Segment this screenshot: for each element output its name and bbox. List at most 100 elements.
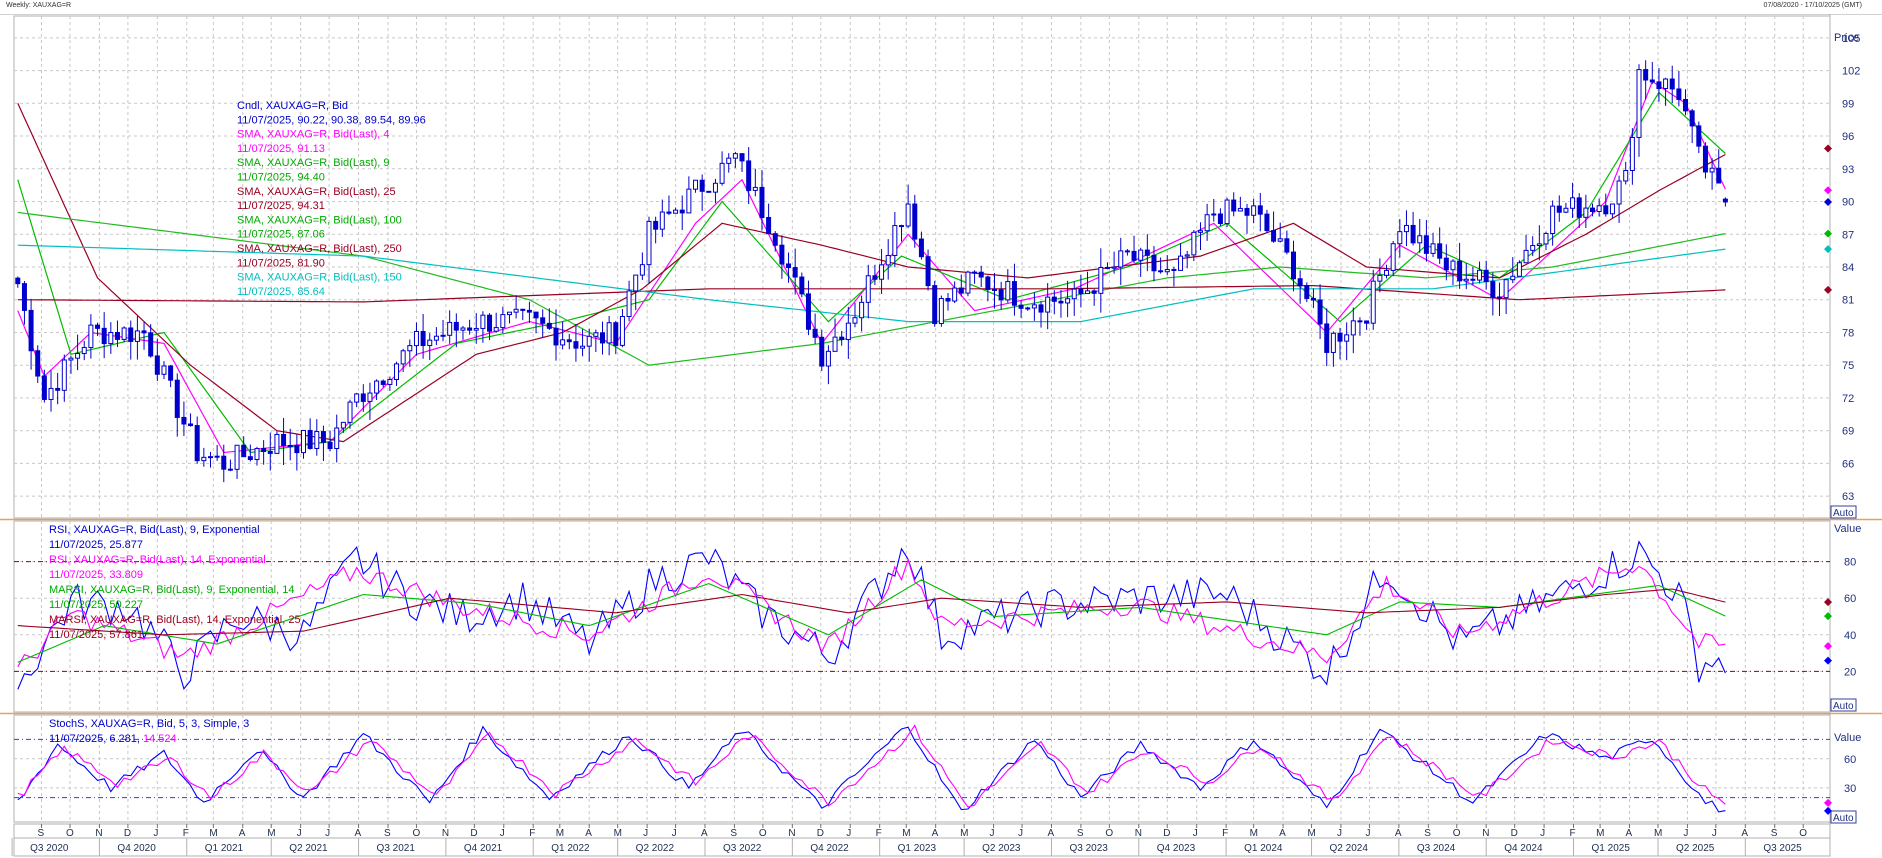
candle-body <box>1410 224 1416 244</box>
candle-body <box>1490 281 1496 298</box>
candle <box>433 327 439 346</box>
candle-body <box>885 255 891 266</box>
candle <box>1669 65 1675 104</box>
candle-body <box>1184 254 1190 257</box>
marsi-14-line <box>17 588 1726 636</box>
candle-body <box>1144 249 1150 256</box>
candle-body <box>101 327 107 345</box>
candle <box>420 313 426 359</box>
month-gridlines <box>41 16 1804 822</box>
candle-body <box>1104 266 1110 269</box>
candle <box>1018 300 1024 318</box>
legend-entry: 11/07/2025, 90.22, 90.38, 89.54, 89.96 <box>237 114 426 126</box>
candle <box>181 401 187 437</box>
candle-body <box>1018 304 1024 309</box>
candle <box>261 440 267 465</box>
candle <box>1330 331 1336 367</box>
quarter-label: Q1 2025 <box>1592 843 1631 854</box>
candle-body <box>493 327 499 332</box>
candle <box>1078 274 1084 308</box>
auto-scale-button[interactable]: Auto <box>1830 698 1857 712</box>
candle <box>573 323 579 362</box>
candle-body <box>1450 260 1456 271</box>
candle <box>1344 322 1350 361</box>
month-label: D <box>124 828 131 839</box>
candle-body <box>865 275 871 303</box>
candle-body <box>1709 167 1715 173</box>
candle <box>1496 282 1502 316</box>
candle <box>872 264 878 286</box>
candle <box>128 320 134 360</box>
candle <box>1051 290 1057 315</box>
candle-body <box>1437 243 1443 259</box>
legend-entry: SMA, XAUXAG=R, Bid(Last), 4 <box>237 129 390 141</box>
legend-entry: RSI, XAUXAG=R, Bid(Last), 9, Exponential <box>49 524 260 536</box>
candle <box>1151 246 1157 282</box>
candle-body <box>1364 320 1370 324</box>
month-label: D <box>1163 828 1170 839</box>
candle <box>1025 306 1031 311</box>
month-label: S <box>38 828 45 839</box>
series-marker <box>1824 656 1832 665</box>
candle <box>1563 202 1569 214</box>
candle <box>360 384 366 412</box>
candle-body <box>447 321 453 336</box>
candle <box>892 212 898 268</box>
candle-body <box>905 203 911 227</box>
candle <box>958 274 964 297</box>
candle <box>1370 269 1376 330</box>
month-label: J <box>297 828 302 839</box>
candle-body <box>420 330 426 347</box>
candle-body <box>1224 199 1230 225</box>
candle-body <box>746 160 752 191</box>
candle <box>1264 209 1270 234</box>
candle <box>1417 218 1423 253</box>
candle-body <box>1470 278 1476 281</box>
candle <box>473 313 479 344</box>
candle <box>1304 282 1310 303</box>
month-label: S <box>1077 828 1084 839</box>
candle-body <box>892 225 898 257</box>
candle-body <box>174 379 180 418</box>
candle-body <box>168 365 174 381</box>
tick-label: 80 <box>1844 557 1856 569</box>
sma-250-line <box>17 285 1726 303</box>
candle-body <box>1523 249 1529 264</box>
candle-body <box>1031 304 1037 309</box>
tick-label: 30 <box>1844 783 1856 795</box>
candle <box>21 280 27 325</box>
candle <box>1158 257 1164 274</box>
candle-body <box>287 444 293 447</box>
candle-body <box>805 293 811 330</box>
candle <box>141 322 147 350</box>
legend-entry: MARSI, XAUXAG=R, Bid(Last), 14, Exponent… <box>49 614 301 626</box>
month-label: S <box>384 828 391 839</box>
candle <box>1443 244 1449 281</box>
candle <box>221 444 227 483</box>
candle <box>61 354 67 402</box>
series-marker <box>1824 285 1832 294</box>
quarter-label: Q1 2022 <box>551 843 590 854</box>
candle <box>905 184 911 229</box>
candle-body <box>1722 198 1728 203</box>
tick-label: 60 <box>1844 593 1856 605</box>
month-label: D <box>1511 828 1518 839</box>
candle-body <box>1344 334 1350 342</box>
candle <box>593 329 599 352</box>
auto-scale-button[interactable]: Auto <box>1830 810 1857 824</box>
auto-label: Auto <box>1833 701 1854 712</box>
auto-scale-button[interactable]: Auto <box>1830 505 1857 519</box>
legend-entry: SMA, XAUXAG=R, Bid(Last), 100 <box>237 214 402 226</box>
candle <box>772 231 778 252</box>
candle-body <box>772 233 778 246</box>
candle-body <box>812 328 818 338</box>
candle-body <box>952 287 958 302</box>
month-label: M <box>267 828 275 839</box>
tick-label: 72 <box>1842 393 1854 405</box>
candle <box>320 425 326 462</box>
candle <box>546 308 552 330</box>
quarter-label: Q2 2024 <box>1330 843 1369 854</box>
candle-body <box>227 468 233 471</box>
candle <box>1450 259 1456 286</box>
